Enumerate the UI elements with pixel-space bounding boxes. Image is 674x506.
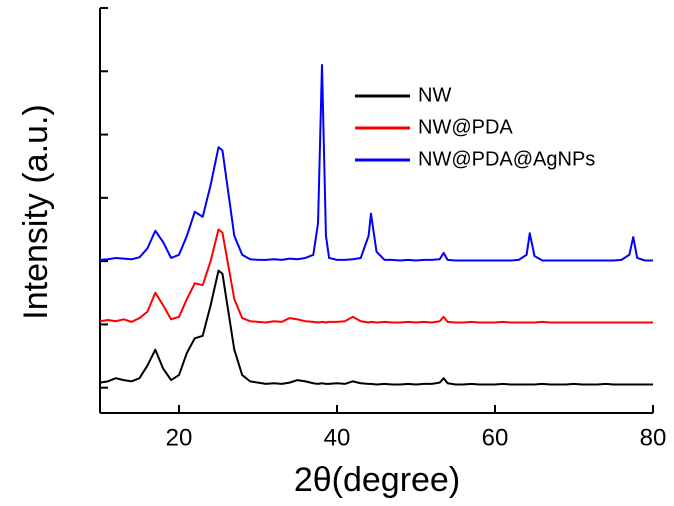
legend-label: NW [418, 84, 451, 106]
x-axis-label: 2θ(degree) [294, 461, 460, 499]
x-tick-label: 60 [482, 424, 509, 451]
y-axis-label: Intensity (a.u.) [17, 104, 55, 319]
series-line [99, 63, 653, 262]
series-line [99, 269, 653, 386]
series-line [99, 228, 653, 324]
x-tick-label: 80 [640, 424, 667, 451]
legend-label: NW@PDA@AgNPs [418, 148, 595, 170]
legend-label: NW@PDA [418, 116, 513, 138]
x-tick-label: 40 [324, 424, 351, 451]
x-tick-label: 20 [166, 424, 193, 451]
